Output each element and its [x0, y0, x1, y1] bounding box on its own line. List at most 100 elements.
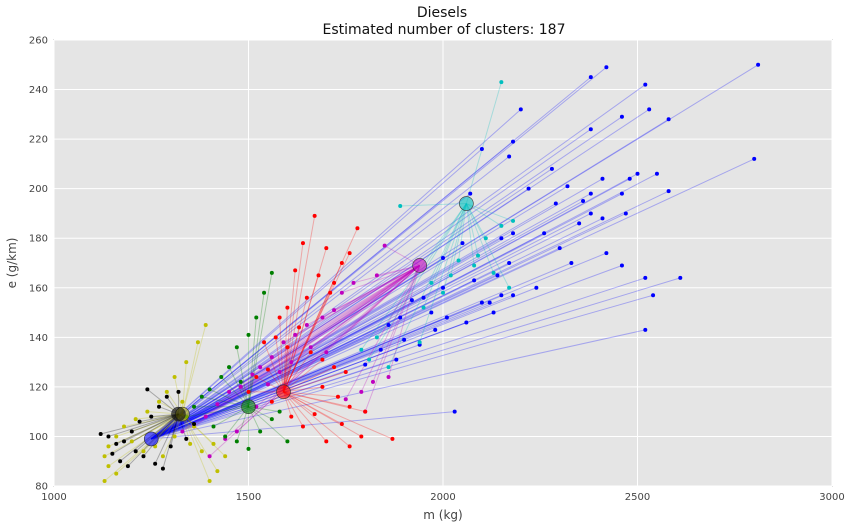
data-point [441, 256, 445, 261]
cluster-line [388, 203, 467, 368]
data-point [106, 464, 111, 469]
cluster-line [182, 413, 226, 457]
cluster-line [283, 391, 327, 442]
data-point [250, 372, 255, 377]
cluster-line [283, 262, 343, 393]
data-point [203, 322, 208, 327]
cluster-line [154, 413, 179, 464]
data-point [666, 189, 671, 194]
data-point [417, 340, 422, 345]
data-point [199, 449, 204, 454]
data-point [433, 327, 438, 332]
cluster-line [388, 265, 421, 378]
cluster-line [151, 247, 560, 440]
data-point [448, 273, 453, 278]
data-point [157, 399, 162, 404]
cluster-line [143, 413, 179, 457]
data-point [343, 370, 348, 375]
data-point [332, 280, 337, 285]
data-point [312, 213, 317, 218]
data-point [246, 332, 251, 337]
cluster-line [209, 265, 420, 457]
data-point [141, 449, 146, 454]
data-point [262, 290, 267, 295]
data-point [619, 114, 624, 119]
data-point [491, 270, 496, 275]
cluster-line [150, 242, 463, 440]
data-point [285, 305, 290, 310]
data-point [332, 308, 337, 313]
data-point [421, 295, 426, 300]
cluster-line [151, 232, 514, 440]
cluster-line [151, 222, 580, 440]
data-point [192, 422, 197, 427]
data-point [160, 454, 165, 459]
data-point [238, 379, 243, 384]
cluster-line [112, 413, 179, 455]
cluster-line [151, 200, 584, 440]
data-point [363, 362, 368, 367]
x-tick-label: 2500 [625, 492, 650, 503]
cluster-line [283, 391, 350, 408]
data-point [258, 365, 263, 370]
data-point [347, 444, 352, 449]
data-point [339, 290, 344, 295]
data-point [507, 154, 512, 159]
data-point [269, 417, 274, 422]
cluster-center [241, 399, 256, 415]
data-point [507, 261, 512, 265]
data-point [98, 431, 103, 436]
data-point [180, 429, 185, 434]
data-point [623, 211, 628, 216]
data-point [114, 441, 119, 446]
data-point [300, 241, 305, 246]
data-point [262, 340, 267, 345]
data-point [320, 384, 325, 389]
data-point [363, 409, 368, 414]
cluster-line [123, 413, 179, 442]
data-point [441, 285, 445, 290]
cluster-line [353, 264, 420, 284]
data-point [176, 389, 181, 394]
data-point [277, 370, 282, 375]
cluster-line [283, 252, 351, 393]
data-point [394, 357, 399, 362]
data-point [460, 241, 465, 246]
cluster-line [150, 203, 557, 440]
data-point [254, 315, 259, 320]
data-point [581, 199, 586, 204]
cluster-line [283, 391, 350, 447]
cluster-line [151, 349, 381, 440]
data-point [499, 223, 504, 228]
cluster-line [151, 173, 638, 440]
data-point [145, 387, 150, 392]
cluster-line [151, 297, 424, 440]
cluster-line [217, 265, 420, 405]
data-point [553, 201, 558, 206]
data-point [324, 439, 329, 444]
data-point [188, 441, 193, 446]
cluster-line [283, 391, 362, 437]
cluster-line [151, 317, 401, 440]
data-point [293, 332, 298, 337]
data-point [234, 439, 239, 444]
data-point [137, 419, 142, 424]
cluster-line [151, 190, 669, 440]
data-point [238, 384, 243, 389]
data-point [678, 275, 683, 280]
cluster-line [423, 203, 467, 308]
data-point [402, 337, 407, 342]
data-point [398, 204, 403, 209]
cluster-line [151, 294, 502, 440]
data-point [102, 479, 107, 484]
data-point [647, 107, 652, 112]
cluster-line [442, 203, 467, 293]
cluster-line [150, 108, 650, 440]
y-tick-label: 160 [29, 283, 48, 294]
y-tick-label: 200 [29, 184, 48, 195]
data-point [347, 404, 352, 409]
data-point [359, 389, 364, 394]
data-point [160, 466, 165, 471]
data-point [643, 82, 648, 87]
